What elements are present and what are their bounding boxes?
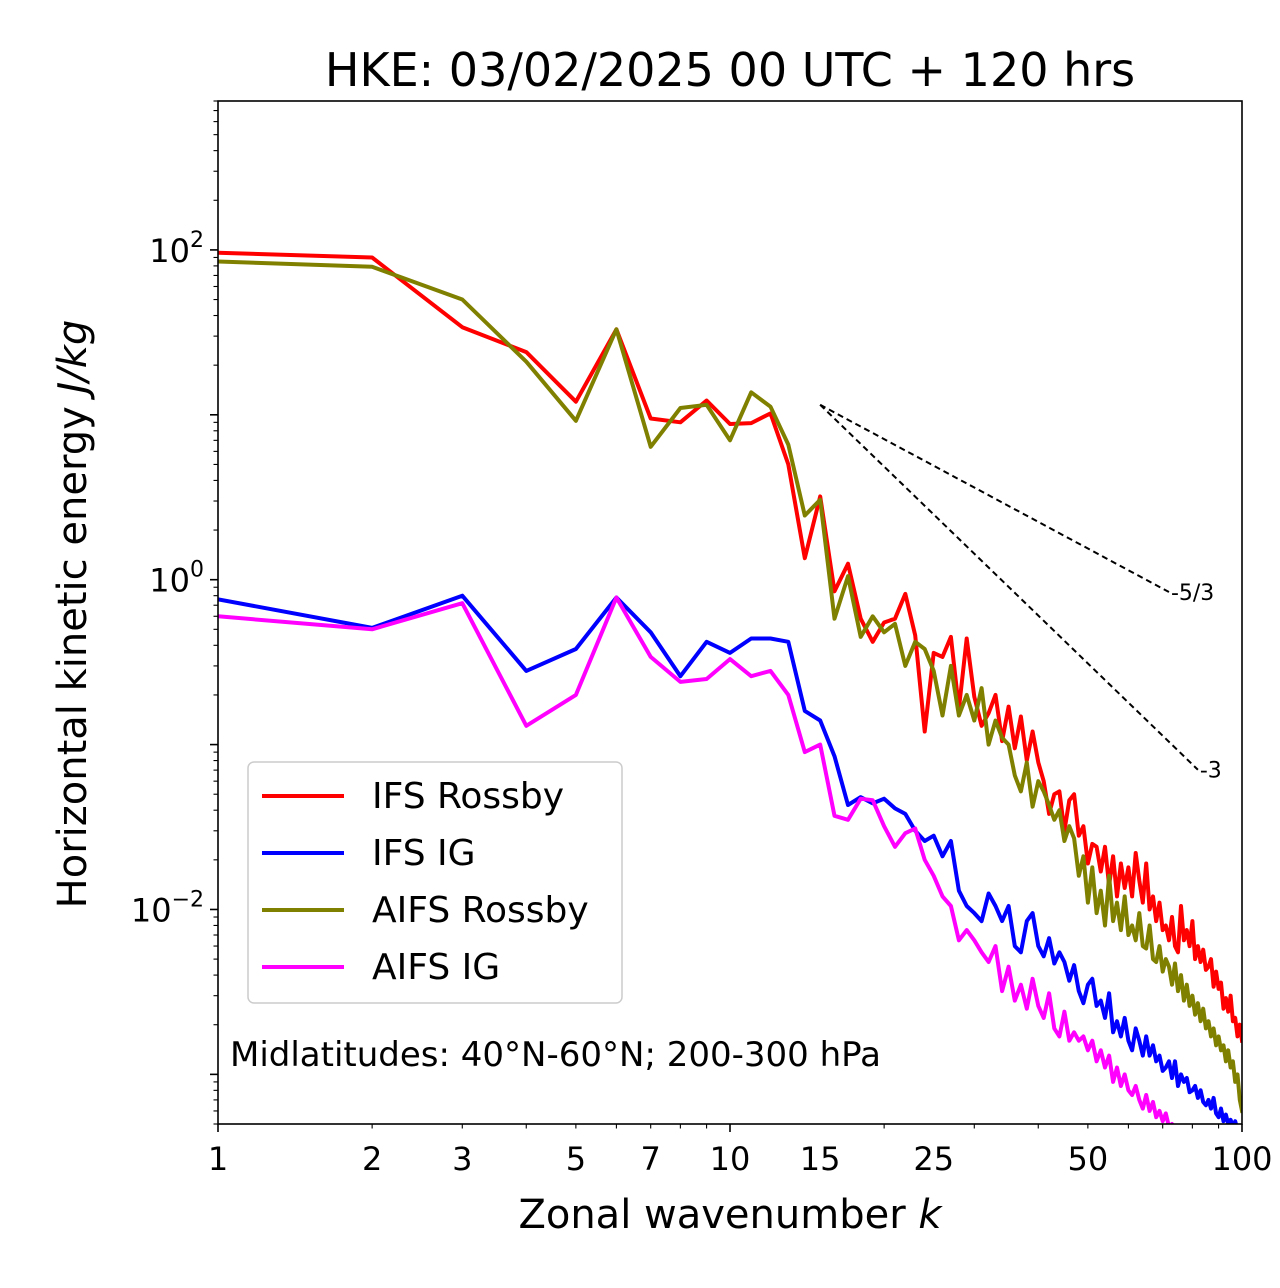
series-line-aifs-ig [218, 595, 1175, 1124]
series-line-aifs-rossby [218, 259, 1242, 1114]
x-axis-label: Zonal wavenumber k [518, 1192, 943, 1238]
y-tick-label: 100 [149, 558, 204, 600]
series-line-ifs-rossby [218, 250, 1242, 1043]
x-axis: 1 2 3 5 7 10 15 25 50 100 [208, 1124, 1273, 1178]
chart-title: HKE: 03/02/2025 00 UTC + 120 hrs [325, 43, 1135, 97]
series-layer [218, 250, 1242, 1124]
reference-line-label: -5/3 [1171, 581, 1214, 606]
legend-label-ifs-ig: IFS IG [372, 833, 476, 874]
legend-box [247, 761, 623, 1004]
y-tick-label: 10−2 [131, 887, 204, 929]
legend: IFS Rossby IFS IG AIFS Rossby AIFS IG [247, 761, 623, 1004]
reference-line-3 [819, 404, 1199, 771]
x-tick-label: 50 [1068, 1140, 1109, 1178]
legend-label-aifs-ig: AIFS IG [372, 947, 500, 988]
x-tick-label: 15 [800, 1140, 841, 1178]
y-axis: 10−2 100 102 [131, 100, 218, 1125]
x-tick-label: 3 [452, 1140, 472, 1178]
reference-slopes [819, 403, 1199, 771]
x-axis-variable: k [918, 1192, 943, 1238]
legend-label-aifs-rossby: AIFS Rossby [372, 890, 589, 931]
region-annotation: Midlatitudes: 40°N-60°N; 200-300 hPa [230, 1035, 881, 1075]
x-tick-label: 100 [1211, 1140, 1272, 1178]
x-tick-label: 2 [362, 1140, 382, 1178]
x-tick-label: 1 [208, 1140, 228, 1178]
reference-slope-labels: -5/3 -3 [1171, 581, 1222, 784]
series-line-ifs-ig [218, 593, 1238, 1124]
x-tick-label: 25 [913, 1140, 954, 1178]
y-axis-label: Horizontal kinetic energy J/kg [50, 320, 96, 909]
reference-line-label: -3 [1200, 759, 1222, 784]
y-tick-label: 102 [149, 228, 204, 270]
legend-label-ifs-rossby: IFS Rossby [372, 776, 564, 817]
y-axis-unit: J/kg [50, 320, 96, 401]
reference-line-5-3 [819, 403, 1170, 593]
x-tick-label: 7 [641, 1140, 661, 1178]
x-tick-label: 5 [566, 1140, 586, 1178]
x-tick-label: 10 [710, 1140, 751, 1178]
